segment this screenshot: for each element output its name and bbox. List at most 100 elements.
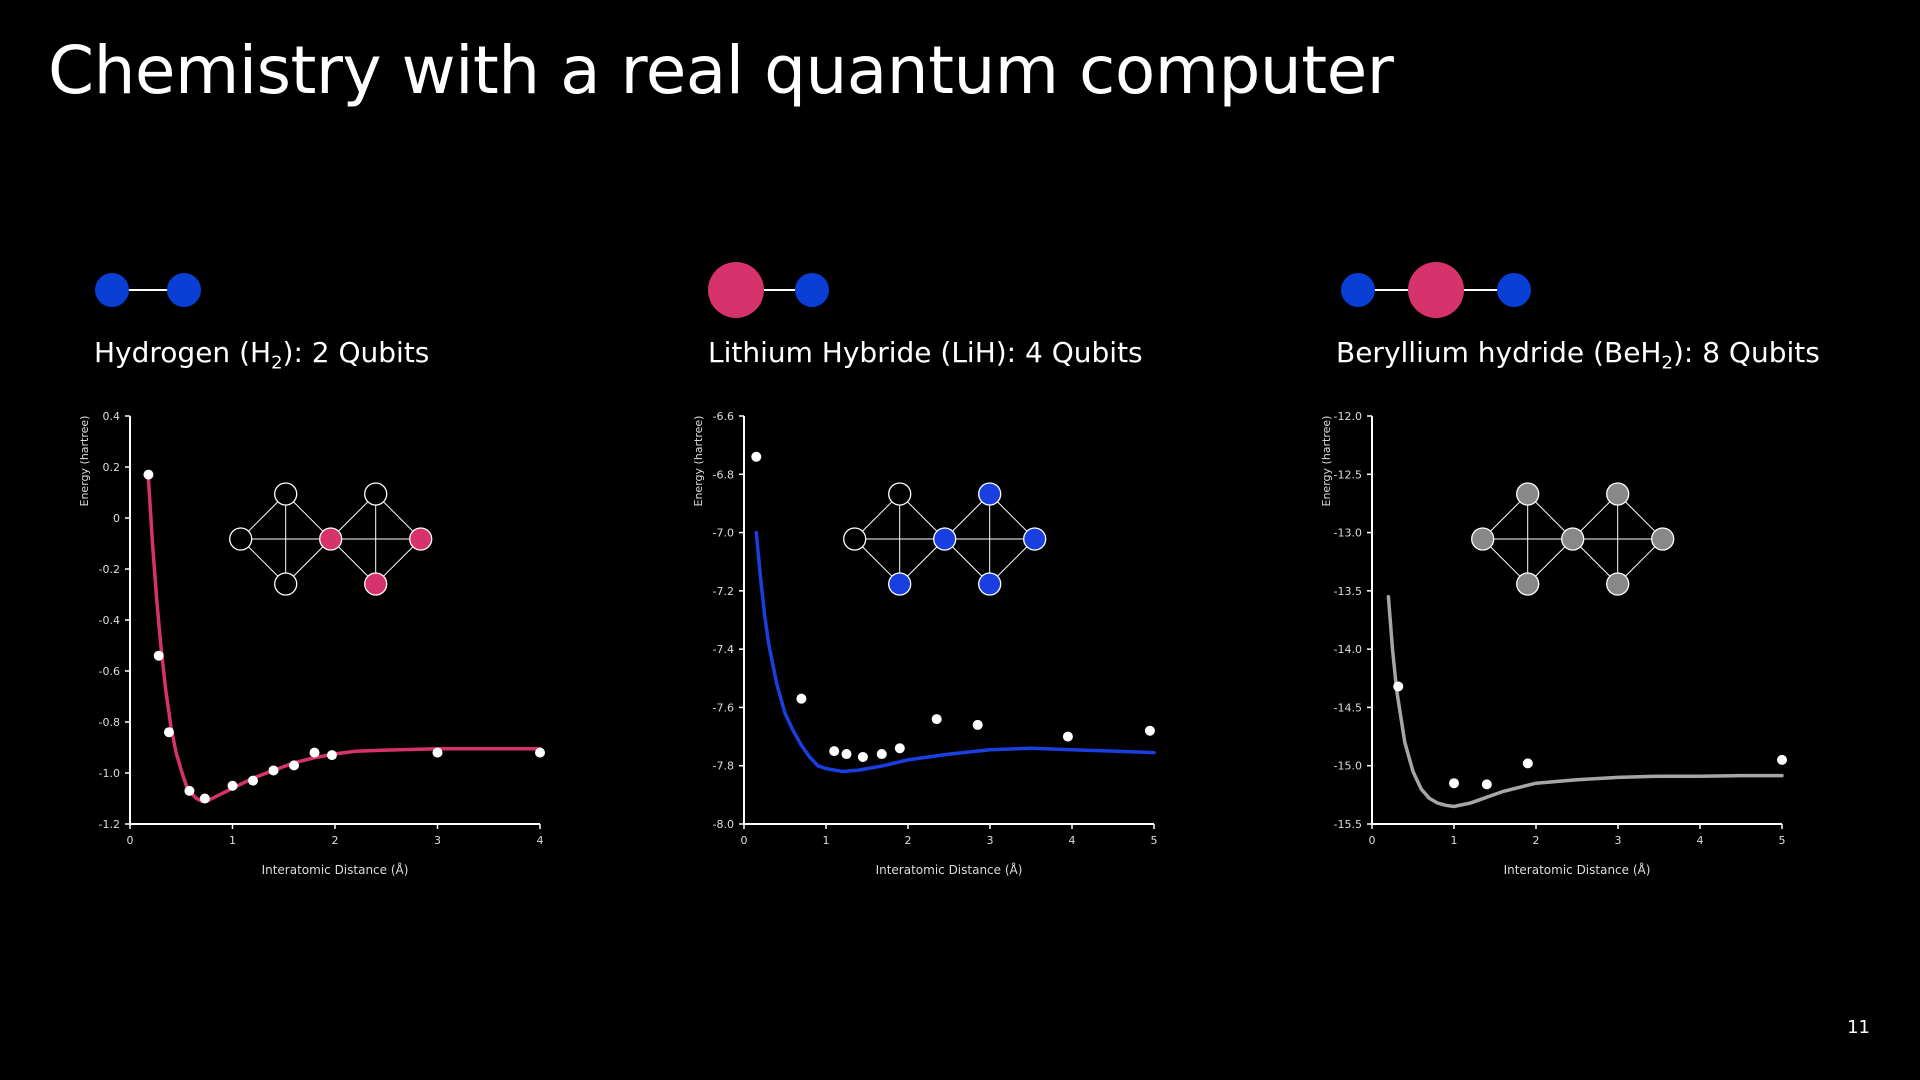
experimental-point <box>796 693 807 704</box>
experimental-point <box>931 714 942 725</box>
y-tick-label: 0 <box>113 512 120 525</box>
molecule-title: Lithium Hybride (LiH): 4 Qubits <box>708 336 1143 369</box>
hydrogen-atom <box>95 273 129 307</box>
y-tick-label: -6.8 <box>713 468 734 481</box>
panel-lithium-hydride: Lithium Hybride (LiH): 4 Qubits -6.6 -6.8… <box>692 240 1248 900</box>
qubit-node <box>888 482 912 506</box>
experimental-point <box>972 719 983 730</box>
x-tick-label: 4 <box>537 834 544 847</box>
y-tick-label: -6.6 <box>713 410 734 423</box>
qubit-node <box>1561 527 1585 551</box>
experimental-point <box>841 749 852 760</box>
qubit-node <box>1471 527 1495 551</box>
qubit-coupling-diagram-icon <box>229 482 433 596</box>
y-tick-label: -13.0 <box>1334 527 1362 540</box>
x-tick-label: 2 <box>1533 834 1540 847</box>
experimental-point <box>1481 779 1492 790</box>
y-tick-label: 0.4 <box>103 410 121 423</box>
y-tick-label: -14.0 <box>1334 643 1362 656</box>
experimental-point <box>199 793 210 804</box>
qubit-node <box>978 482 1002 506</box>
x-tick-label: 3 <box>1615 834 1622 847</box>
y-tick-label: -15.0 <box>1334 760 1362 773</box>
experimental-point <box>227 780 238 791</box>
experimental-point <box>326 750 337 761</box>
experimental-point <box>432 747 443 758</box>
beryllium-atom <box>1408 262 1464 318</box>
qubit-node <box>933 527 957 551</box>
hydrogen-atom <box>167 273 201 307</box>
experimental-point <box>1062 731 1073 742</box>
experimental-point <box>1777 754 1787 765</box>
qubit-node <box>843 527 867 551</box>
panel-hydrogen: Hydrogen (H2): 2 Qubits 0.4 0.2 0 -0.2 -0.4 -… <box>78 240 634 900</box>
x-tick-label: 0 <box>127 834 134 847</box>
x-tick-label: 1 <box>229 834 236 847</box>
qubit-node <box>1516 482 1540 506</box>
x-tick-label: 3 <box>434 834 441 847</box>
y-axis-label: Energy (hartree) <box>692 416 705 507</box>
y-tick-label: -1.2 <box>99 818 120 831</box>
lithium-atom <box>708 262 764 318</box>
qubit-node <box>229 527 253 551</box>
x-axis-label: Interatomic Distance (Å) <box>876 862 1023 876</box>
panel-beryllium-hydride: Beryllium hydride (BeH2): 8 Qubits -12.0… <box>1320 240 1876 900</box>
theory-curve <box>754 530 1156 774</box>
qubit-node <box>888 572 912 596</box>
experimental-point <box>289 760 299 771</box>
qubit-node <box>1651 527 1675 551</box>
x-tick-label: 0 <box>1369 834 1376 847</box>
y-tick-label: -13.5 <box>1334 585 1362 598</box>
x-tick-label: 3 <box>987 834 994 847</box>
experimental-point <box>1522 758 1533 769</box>
y-tick-label: -0.4 <box>99 614 120 627</box>
experimental-point <box>1393 681 1404 692</box>
x-axis-label: Interatomic Distance (Å) <box>262 862 409 876</box>
x-tick-label: 1 <box>1451 834 1458 847</box>
qubit-node <box>1606 572 1630 596</box>
energy-chart-h2: 0.4 0.2 0 -0.2 -0.4 -0.6 -0.8 -1.0 -1.2 0 1 2 3 4 Inte… <box>78 410 545 876</box>
hydrogen-atom <box>1341 273 1375 307</box>
y-tick-label: -0.8 <box>99 716 120 729</box>
x-tick-label: 4 <box>1069 834 1076 847</box>
experimental-point <box>1144 725 1155 736</box>
y-tick-label: -1.0 <box>99 767 120 780</box>
qubit-node <box>978 572 1002 596</box>
y-tick-label: -14.5 <box>1334 701 1362 714</box>
molecule-title: Beryllium hydride (BeH2): 8 Qubits <box>1336 336 1820 374</box>
experimental-point <box>163 727 174 738</box>
x-tick-label: 2 <box>905 834 912 847</box>
experimental-point <box>248 775 258 786</box>
x-tick-label: 5 <box>1779 834 1786 847</box>
hydrogen-atom <box>795 273 829 307</box>
qubit-node <box>319 527 343 551</box>
y-tick-label: -15.5 <box>1334 818 1362 831</box>
y-axis-label: Energy (hartree) <box>78 416 91 507</box>
lih-molecule-icon <box>708 262 829 318</box>
qubit-node <box>364 482 388 506</box>
x-axis-label: Interatomic Distance (Å) <box>1504 862 1651 876</box>
energy-chart-lih: -6.6 -6.8 -7.0 -7.2 -7.4 -7.6 -7.8 -8.0 0 1 2 3 4 5 In… <box>692 410 1158 876</box>
experimental-point <box>153 650 164 661</box>
beh2-molecule-icon <box>1341 262 1531 318</box>
experimental-point <box>894 743 905 754</box>
experimental-point <box>829 746 840 757</box>
molecule-title: Hydrogen (H2): 2 Qubits <box>94 336 430 374</box>
qubit-node <box>1023 527 1047 551</box>
y-tick-label: -7.6 <box>713 701 734 714</box>
experimental-point <box>309 747 320 758</box>
experimental-point <box>184 785 195 796</box>
x-tick-label: 5 <box>1151 834 1158 847</box>
qubit-node <box>274 572 298 596</box>
qubit-node <box>1516 572 1540 596</box>
theory-curve <box>1386 594 1784 809</box>
x-tick-label: 4 <box>1697 834 1704 847</box>
y-tick-label: -7.0 <box>713 527 734 540</box>
energy-chart-beh2: -12.0 -12.5 -13.0 -13.5 -14.0 -14.5 -15.0 -15.5… <box>1320 410 1787 876</box>
x-tick-label: 0 <box>741 834 748 847</box>
x-tick-label: 2 <box>332 834 339 847</box>
y-tick-label: -0.6 <box>99 665 120 678</box>
y-tick-label: 0.2 <box>103 461 121 474</box>
qubit-coupling-diagram-icon <box>1471 482 1675 596</box>
h2-molecule-icon <box>95 273 201 307</box>
